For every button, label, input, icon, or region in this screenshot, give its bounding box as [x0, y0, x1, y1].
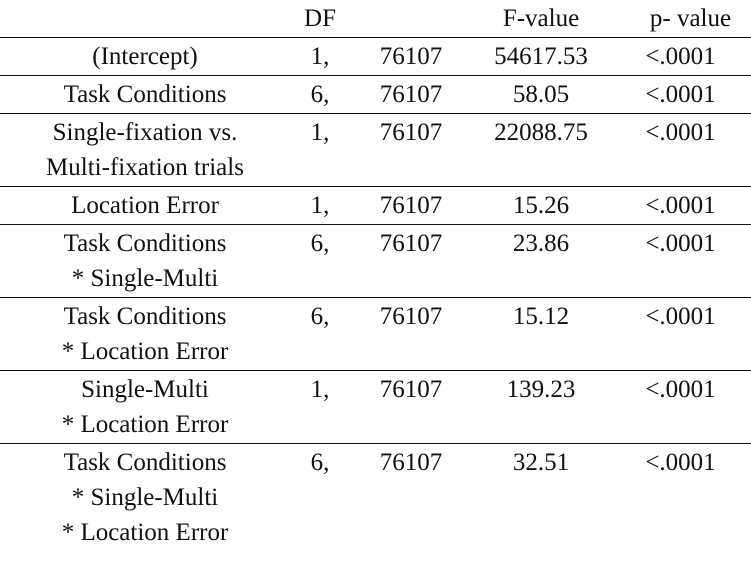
table-row: Task Conditions * Single-Multi 6, 76107 23.8…	[0, 224, 751, 298]
effect-cell: Task Conditions * Location Error	[0, 298, 290, 371]
f-value-cell: 23.86	[512, 230, 570, 257]
table-row: Task Conditions * Location Error 6, 76107 15…	[0, 297, 751, 371]
effect-line: Task Conditions	[63, 81, 227, 108]
table-header: DF F-value p- value	[0, 0, 751, 38]
df-cell: 1,	[310, 119, 330, 146]
f-value-cell: 58.05	[512, 81, 570, 108]
effect-line: * Location Error	[61, 519, 229, 546]
p-value-cell: <.0001	[645, 449, 716, 476]
effect-line: Multi-fixation trials	[46, 154, 244, 181]
effect-line: Single-fixation vs.	[52, 119, 238, 146]
effect-cell: Task Conditions	[0, 76, 290, 114]
df-cell: 6,	[310, 303, 330, 330]
effect-cell: Single-Multi * Location Error	[0, 371, 290, 444]
den-df-cell: 76107	[379, 43, 443, 70]
f-value-cell: 32.51	[512, 449, 570, 476]
df-cell: 6,	[310, 230, 330, 257]
header-cell	[0, 0, 290, 38]
effect-line: (Intercept)	[92, 43, 198, 70]
f-value-cell: 22088.75	[494, 119, 588, 146]
table-body: (Intercept) 1, 76107 54617.53 <.0001 Task Con…	[0, 37, 751, 552]
effect-cell: Location Error	[0, 187, 290, 225]
df-cell: 6,	[310, 81, 330, 108]
table-row: Task Conditions 6, 76107 58.05 <.0001	[0, 75, 751, 114]
den-df-cell: 76107	[379, 81, 443, 108]
df-cell: 6,	[310, 449, 330, 476]
effect-line: Location Error	[71, 192, 219, 219]
den-df-cell: 76107	[379, 192, 443, 219]
effect-line: * Single-Multi	[71, 265, 219, 292]
p-value-cell: <.0001	[645, 192, 716, 219]
p-value-cell: <.0001	[645, 119, 716, 146]
table-row: Location Error 1, 76107 15.26 <.0001	[0, 186, 751, 225]
den-df-cell: 76107	[379, 376, 443, 403]
effect-line: Single-Multi	[81, 376, 209, 403]
den-df-cell: 76107	[379, 119, 443, 146]
header-cell	[350, 0, 472, 38]
den-df-cell: 76107	[379, 230, 443, 257]
table-row: Task Conditions * Single-Multi * Location …	[0, 443, 751, 552]
effect-cell: (Intercept)	[0, 38, 290, 76]
effect-line: * Single-Multi	[71, 484, 219, 511]
f-value-cell: 15.12	[512, 303, 570, 330]
header-cell: F-value	[502, 5, 580, 32]
effect-line: Task Conditions	[63, 303, 227, 330]
f-value-cell: 15.26	[512, 192, 570, 219]
df-cell: 1,	[310, 43, 330, 70]
effect-line: Task Conditions	[63, 449, 227, 476]
f-value-cell: 139.23	[506, 376, 576, 403]
effect-line: Task Conditions	[63, 230, 227, 257]
table-row: (Intercept) 1, 76107 54617.53 <.0001	[0, 37, 751, 76]
table-row: Single-fixation vs. Multi-fixation trials…	[0, 113, 751, 187]
den-df-cell: 76107	[379, 449, 443, 476]
effect-line: * Location Error	[61, 411, 229, 438]
df-cell: 1,	[310, 376, 330, 403]
p-value-cell: <.0001	[645, 376, 716, 403]
effect-cell: Task Conditions * Single-Multi	[0, 225, 290, 298]
table-row: Single-Multi * Location Error 1, 76107 139.2…	[0, 370, 751, 444]
p-value-cell: <.0001	[645, 43, 716, 70]
df-cell: 1,	[310, 192, 330, 219]
effect-cell: Single-fixation vs. Multi-fixation trials	[0, 114, 290, 187]
p-value-cell: <.0001	[645, 303, 716, 330]
header-cell: p- value	[649, 5, 732, 32]
f-value-cell: 54617.53	[494, 43, 588, 70]
p-value-cell: <.0001	[645, 230, 716, 257]
header-row: DF F-value p- value	[0, 0, 751, 38]
effect-cell: Task Conditions * Single-Multi * Location …	[0, 444, 290, 552]
header-cell: DF	[304, 5, 336, 32]
effect-line: * Location Error	[61, 338, 229, 365]
den-df-cell: 76107	[379, 303, 443, 330]
p-value-cell: <.0001	[645, 81, 716, 108]
